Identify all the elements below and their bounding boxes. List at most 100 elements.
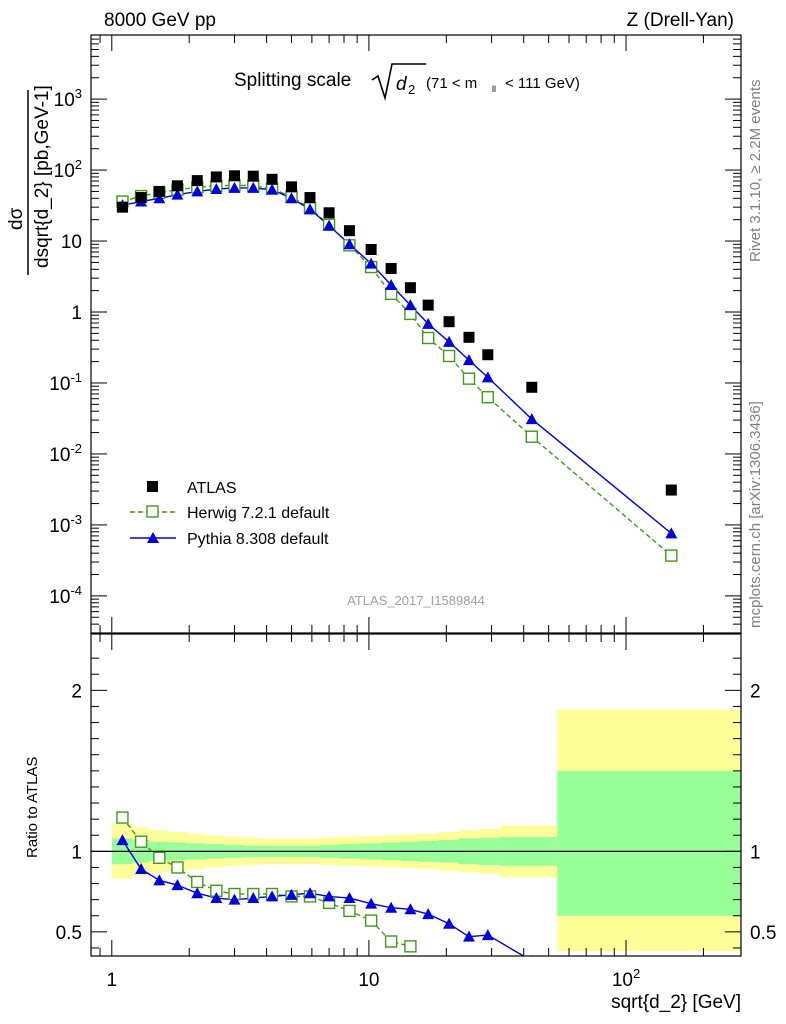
herwig-point <box>481 391 495 404</box>
pythia-ratio-point <box>422 908 435 920</box>
herwig-ratio-line <box>121 817 411 948</box>
pythia-ratio-point <box>247 892 260 904</box>
pythia-point <box>228 181 241 193</box>
pythia-ratio-point <box>404 903 417 915</box>
herwig-point <box>384 287 398 301</box>
ratio-uncertainty-bands <box>91 709 741 952</box>
pythia-point <box>247 181 260 193</box>
sqrt-symbol <box>371 63 426 102</box>
y-tick-label: 10 <box>61 232 82 253</box>
y-tick-label: 10-2 <box>49 441 82 466</box>
herwig-ratio-point <box>116 811 129 824</box>
ylabel-bottom: dsqrt{d_2} [pb,GeV-1] <box>32 85 53 268</box>
herwig-line <box>122 184 672 557</box>
pythia-point <box>462 354 475 366</box>
pythia-ratio-point <box>228 893 241 905</box>
atlas-point <box>135 192 147 204</box>
atlas-point <box>266 173 278 185</box>
pythia-ratio-point <box>323 890 336 902</box>
pythia-point <box>665 527 678 539</box>
xlabel: sqrt{d_2} [GeV] <box>611 992 741 1013</box>
pythia-point <box>304 203 317 215</box>
ylabel-top: dσ <box>6 207 27 230</box>
legend-pythia-label: Pythia 8.308 default <box>187 531 329 548</box>
ratio-series <box>116 811 533 956</box>
pythia-point <box>266 183 279 195</box>
pythia-ratio-point <box>153 874 166 886</box>
herwig-point <box>442 349 456 363</box>
x-tick-label: 102 <box>612 966 640 991</box>
y-tick-label: 1 <box>71 303 82 324</box>
herwig-ratio-point <box>153 851 166 864</box>
ratio-y-tick-label-right: 1 <box>750 842 761 863</box>
svg-text:d: d <box>396 74 408 95</box>
header-right: Z (Drell-Yan) <box>627 10 734 31</box>
legend-herwig-marker <box>146 505 159 518</box>
ratio-y-tick-label-right: 0.5 <box>750 923 776 944</box>
pythia-ratio-point <box>385 901 398 913</box>
legend-herwig-label: Herwig 7.2.1 default <box>187 505 330 522</box>
pythia-ratio-point <box>443 917 456 929</box>
atlas-point <box>404 282 416 294</box>
herwig-point <box>421 331 435 345</box>
pythia-point <box>385 279 398 291</box>
title-range-sub: ll <box>492 84 496 94</box>
atlas-point <box>343 225 355 237</box>
pythia-point <box>365 257 378 269</box>
atlas-point <box>323 207 335 219</box>
ratio-ylabel: Ratio to ATLAS <box>24 757 41 858</box>
y-tick-label: 103 <box>54 86 82 111</box>
legend-atlas-label: ATLAS <box>187 480 237 497</box>
pythia-ratio-point <box>365 897 378 909</box>
pythia-point <box>422 317 435 329</box>
ratio-y-tick-label-left: 1 <box>71 842 82 863</box>
ratio-plot-frame <box>90 633 742 957</box>
atlas-point <box>665 484 677 496</box>
main-series <box>116 170 678 562</box>
pythia-ratio-point <box>304 887 317 899</box>
herwig-ratio-point <box>364 914 378 927</box>
atlas-point <box>247 170 259 182</box>
plot-title: Splitting scale d 2 (71 < m ll < 111 GeV… <box>234 63 580 102</box>
y-tick-label: 102 <box>54 157 82 182</box>
pythia-ratio-point <box>285 888 298 900</box>
pythia-ratio-point <box>116 834 129 846</box>
band-inner-bin <box>557 770 741 916</box>
herwig-ratio-point <box>171 861 184 874</box>
pythia-point <box>171 188 184 200</box>
atlas-point <box>191 175 203 187</box>
pythia-point <box>191 185 204 197</box>
atlas-point <box>526 381 538 393</box>
pythia-ratio-point <box>171 879 184 891</box>
main-ylabel: dσ dsqrt{d_2} [pb,GeV-1] <box>6 85 53 275</box>
legend-pythia-marker <box>147 532 159 543</box>
atlas-point <box>116 201 128 213</box>
atlas-point <box>463 331 475 343</box>
atlas-point <box>304 192 316 204</box>
herwig-ratio-point <box>404 940 417 953</box>
ratio-y-tick-label-left: 2 <box>71 681 82 702</box>
pythia-point <box>210 183 223 195</box>
herwig-point <box>665 549 678 562</box>
pythia-point <box>343 238 356 250</box>
analysis-ref: ATLAS_2017_I1589844 <box>347 593 485 608</box>
pythia-ratio-point <box>343 892 356 904</box>
atlas-point <box>210 171 222 183</box>
pythia-point <box>153 192 166 204</box>
mcplots-label: mcplots.cern.ch [arXiv:1306.3436] <box>747 401 764 628</box>
title-range-end: < 111 GeV) <box>505 75 580 92</box>
pythia-ratio-point <box>191 887 204 899</box>
atlas-point <box>422 299 434 311</box>
pythia-line <box>122 187 672 534</box>
pythia-ratio-point <box>481 929 494 941</box>
main-plot-frame <box>90 34 742 634</box>
pythia-point <box>525 413 538 425</box>
atlas-point <box>365 243 377 255</box>
herwig-ratio-point <box>343 904 356 918</box>
herwig-ratio-point <box>191 875 204 889</box>
atlas-point <box>228 170 240 182</box>
pythia-point <box>443 335 456 347</box>
atlas-point <box>286 181 298 193</box>
axes: 1 10 102 10-4 10-3 10-2 10-1 1 10 102 103 0.5 0.5 1 1 2… <box>49 34 776 991</box>
